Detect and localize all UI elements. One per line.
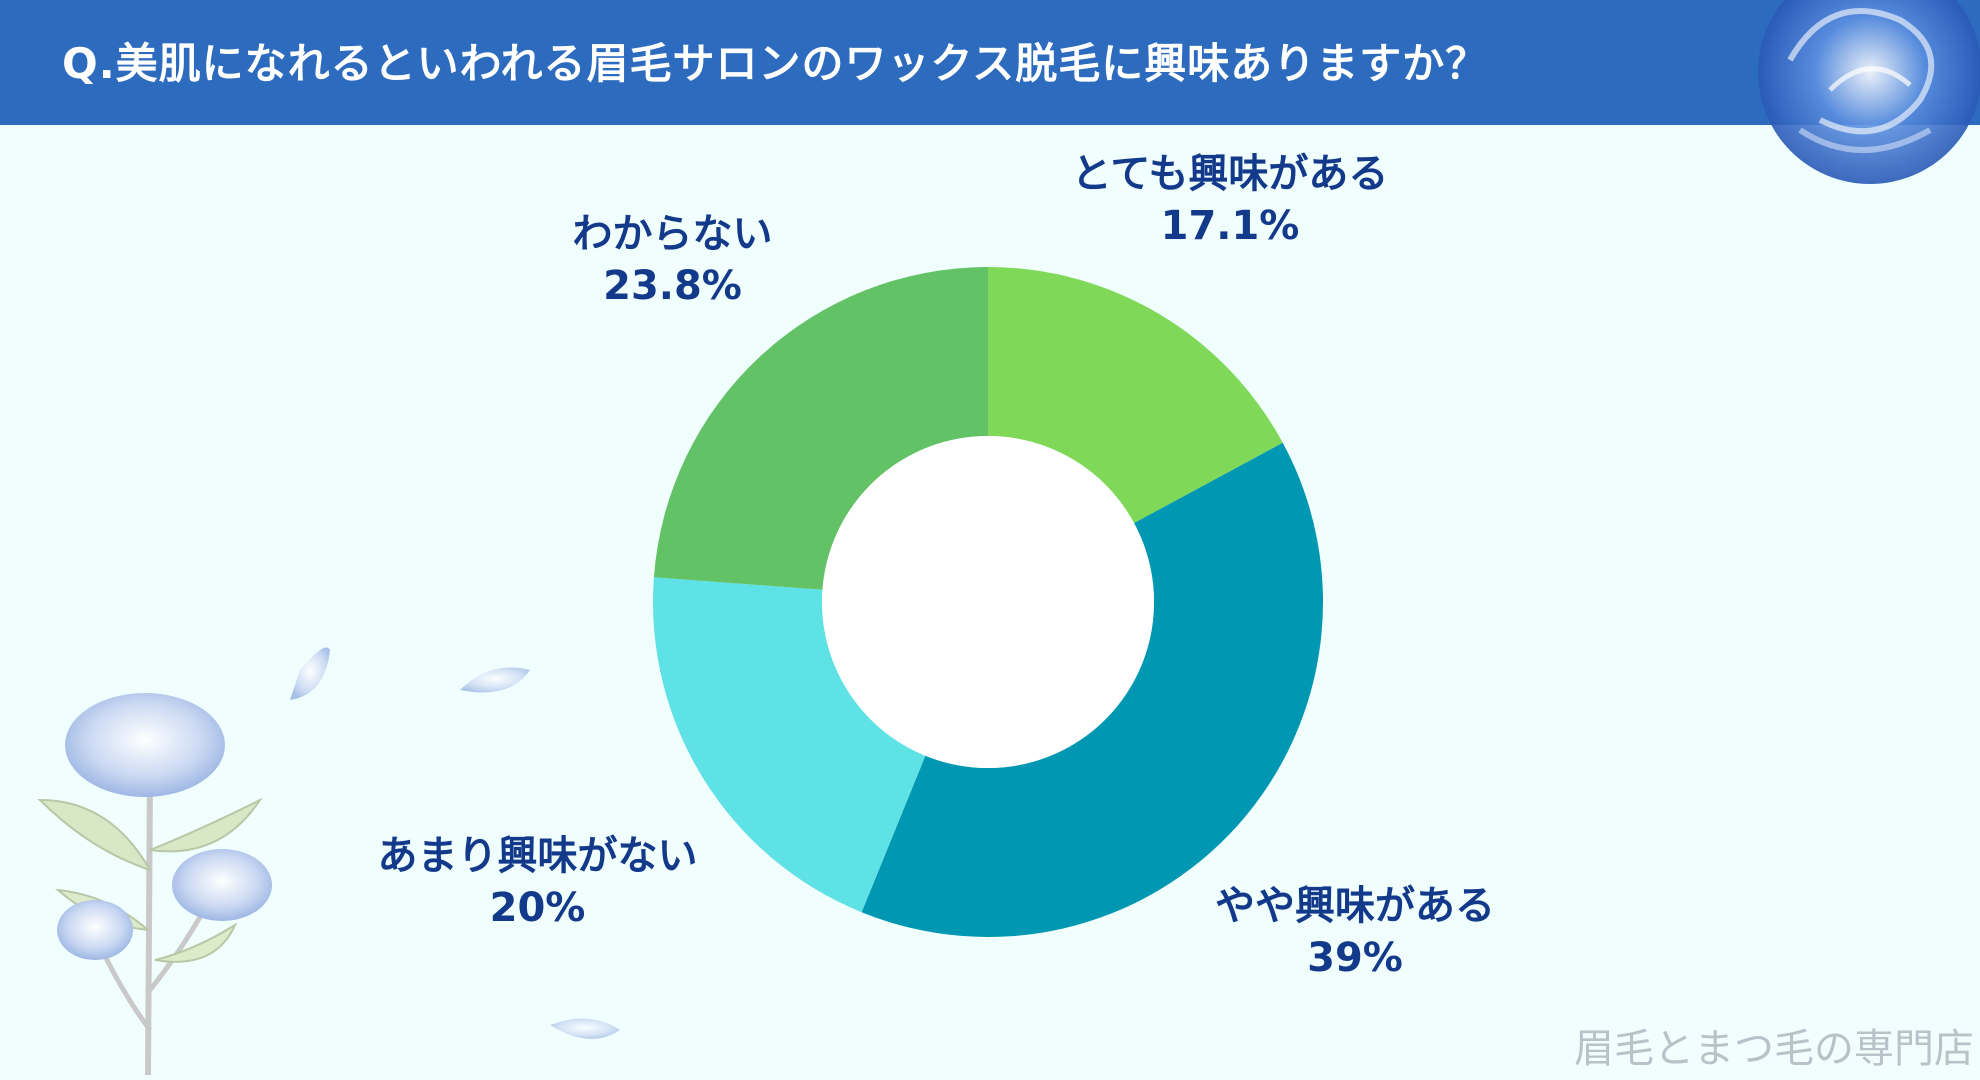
slice-value: 20% xyxy=(489,885,586,931)
title-bar xyxy=(0,0,1980,125)
slice-value: 17.1% xyxy=(1160,203,1300,249)
donut-slice-2 xyxy=(652,577,926,913)
slice-label: やや興味がある xyxy=(1215,883,1495,929)
watermark: 眉毛とまつ毛の専門店 xyxy=(1574,1026,1974,1072)
rose-icon xyxy=(1758,0,1980,184)
label-dont-know: わからない 23.8% xyxy=(540,208,805,312)
slice-value: 39% xyxy=(1307,935,1403,981)
donut-hole xyxy=(822,436,1154,768)
slice-label: とても興味がある xyxy=(1071,151,1389,197)
slice-value: 23.8% xyxy=(603,263,742,309)
slice-label: わからない xyxy=(572,211,773,257)
donut-slice-1 xyxy=(861,442,1324,938)
rose-stem-icon xyxy=(37,647,620,1076)
donut-slice-0 xyxy=(988,267,1283,524)
label-very-interested: とても興味がある 17.1% xyxy=(1055,148,1405,252)
slice-label: あまり興味がない xyxy=(377,833,698,879)
donut-slice-3 xyxy=(653,267,988,590)
label-not-very-interested: あまり興味がない 20% xyxy=(350,830,725,934)
chart-title: Q.美肌になれるといわれる眉毛サロンのワックス脱毛に興味ありますか？ xyxy=(62,39,1489,88)
label-somewhat-interested: やや興味がある 39% xyxy=(1180,880,1530,984)
